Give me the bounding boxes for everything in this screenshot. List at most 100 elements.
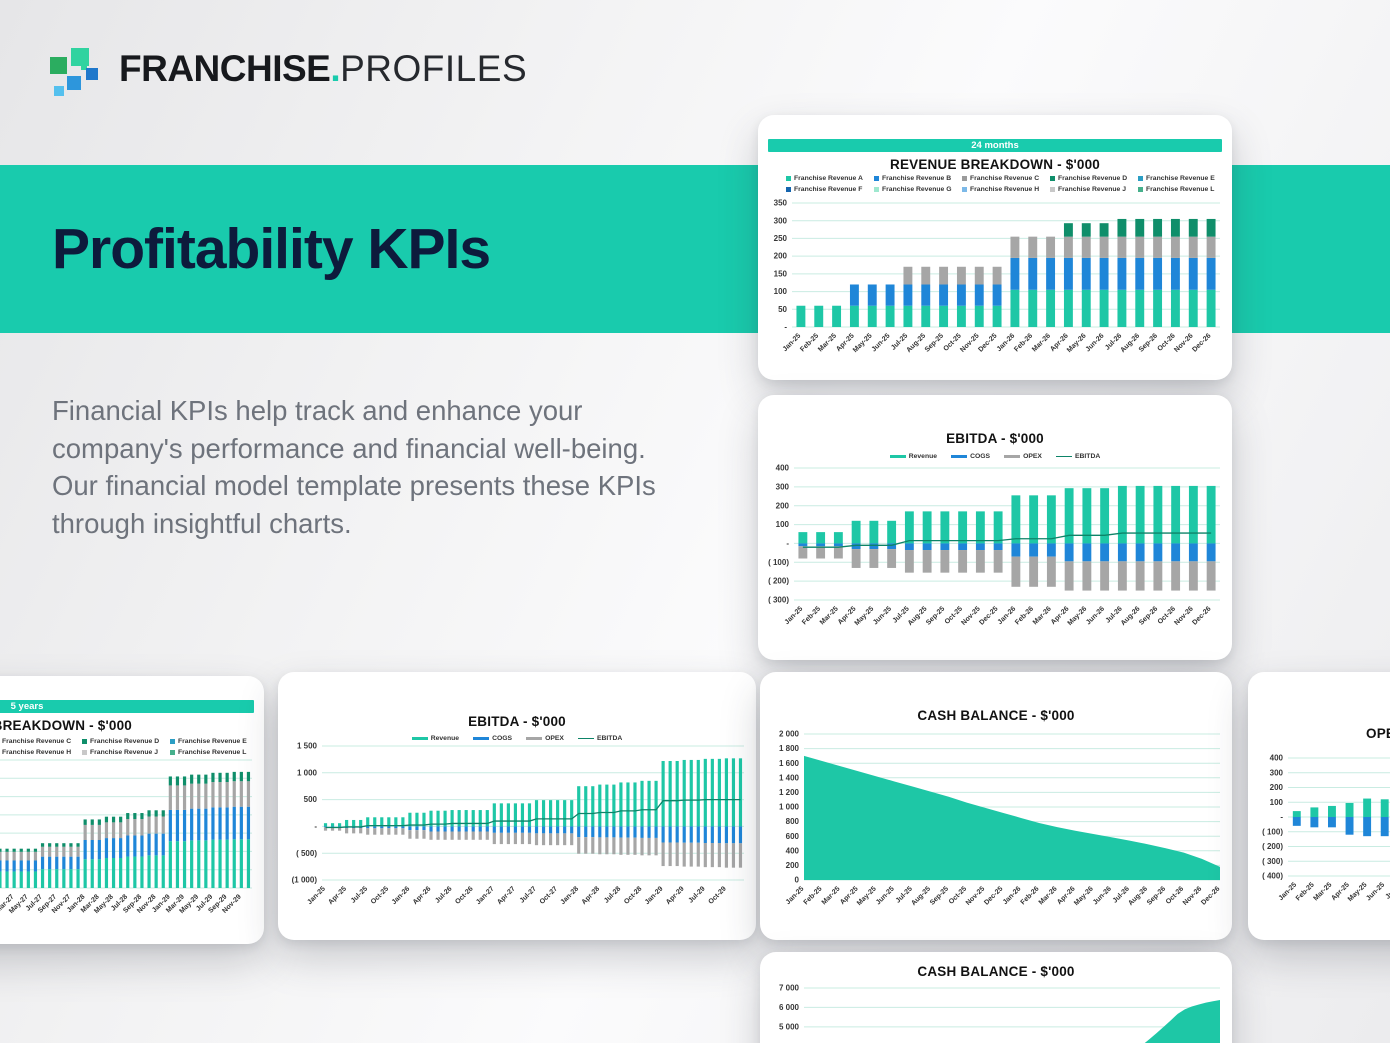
svg-text:300: 300: [1270, 768, 1284, 777]
intro-line: Financial KPIs help track and enhance yo…: [52, 395, 583, 426]
svg-text:Oct-29: Oct-29: [707, 885, 727, 905]
svg-text:( 300): ( 300): [1262, 857, 1283, 866]
chart-title: REVENUE BREAKDOWN - $'000: [890, 157, 1100, 172]
brand-name-bold: FRANCHISE: [119, 48, 331, 89]
legend-item: COGS: [951, 453, 990, 460]
svg-text:( 200): ( 200): [1262, 842, 1283, 851]
svg-text:May-26: May-26: [1066, 332, 1088, 354]
svg-text:0: 0: [795, 876, 800, 885]
legend-swatch-icon: [1050, 176, 1055, 181]
period-badge: 24 months: [768, 139, 1222, 152]
svg-text:400: 400: [776, 464, 790, 473]
legend-item: EBITDA: [577, 735, 622, 742]
brand-name: FRANCHISE.PROFILES: [119, 48, 527, 90]
intro-line: through insightful charts.: [52, 507, 352, 539]
card-operating-partial: OPE 400 300 200 100 - ( 100) ( 200) ( 300) ( 400…: [1248, 672, 1390, 940]
svg-text:Jul-27: Jul-27: [519, 885, 538, 904]
svg-text:Dec-25: Dec-25: [977, 332, 998, 353]
svg-text:1 200: 1 200: [779, 788, 800, 797]
chart-plot: 2 000 1 800 1 600 1 400 1 200 1 000 800 600 400 2…: [760, 672, 1232, 940]
legend-swatch-icon: [1055, 455, 1072, 458]
svg-text:150: 150: [774, 269, 788, 278]
svg-text:Oct-25: Oct-25: [370, 885, 390, 905]
legend-item: Franchise Revenue C: [962, 175, 1050, 182]
svg-text:200: 200: [774, 252, 788, 261]
svg-text:Mar-25: Mar-25: [1312, 881, 1333, 902]
svg-text:Sep-26: Sep-26: [1146, 885, 1167, 906]
svg-text:( 400): ( 400): [1262, 872, 1283, 881]
card-cash-balance-5y: CASH BALANCE - $'000 7 000 6 000 5 000 4 00…: [760, 952, 1232, 1043]
logo-square-teal-small: [81, 64, 87, 70]
svg-text:Sep-26: Sep-26: [1138, 332, 1159, 353]
svg-text:200: 200: [776, 501, 790, 510]
svg-text:Nov-26: Nov-26: [1173, 605, 1195, 627]
chart-legend: Revenue COGS OPEX EBITDA: [758, 453, 1232, 460]
svg-text:-: -: [314, 822, 317, 831]
svg-text:Jan-26: Jan-26: [1002, 885, 1023, 906]
svg-text:Jul-26: Jul-26: [434, 885, 453, 904]
chart-title: REVENUE BREAKDOWN - $'000: [0, 718, 132, 733]
svg-text:Nov-25: Nov-25: [959, 332, 981, 354]
legend-swatch-icon: [874, 176, 879, 181]
svg-text:( 200): ( 200): [768, 577, 789, 586]
svg-text:1 000: 1 000: [779, 803, 800, 812]
svg-text:Jan-26: Jan-26: [997, 605, 1018, 626]
svg-text:Apr-27: Apr-27: [496, 885, 517, 906]
svg-text:Jun-26: Jun-26: [1085, 332, 1106, 353]
svg-text:Jul-25: Jul-25: [1384, 881, 1390, 900]
svg-text:Sep-25: Sep-25: [924, 332, 945, 353]
logo-square-blue-light: [54, 86, 64, 96]
period-badge-label: 24 months: [971, 140, 1019, 151]
legend-item: Franchise Revenue J: [82, 749, 170, 756]
svg-text:Nov-26: Nov-26: [1182, 885, 1204, 907]
svg-text:Mar-26: Mar-26: [1038, 885, 1059, 906]
svg-text:100: 100: [1270, 798, 1284, 807]
svg-text:Oct-28: Oct-28: [623, 885, 643, 905]
svg-text:Jun-26: Jun-26: [1085, 605, 1106, 626]
svg-text:(1 000): (1 000): [292, 876, 318, 885]
svg-text:Nov-25: Nov-25: [960, 605, 982, 627]
legend-item: OPEX: [1004, 453, 1042, 460]
period-badge-label: 5 years: [10, 701, 44, 712]
svg-text:6 000: 6 000: [779, 1003, 800, 1012]
svg-text:Jun-25: Jun-25: [872, 605, 893, 626]
svg-text:Dec-26: Dec-26: [1191, 605, 1212, 626]
svg-text:Feb-26: Feb-26: [1013, 332, 1034, 353]
logo-square-blue-dark: [86, 68, 98, 80]
legend-swatch-icon: [577, 737, 594, 740]
chart-title: EBITDA - $'000: [468, 714, 566, 729]
legend-item: Franchise Revenue L: [170, 749, 258, 756]
card-ebitda-24m: EBITDA - $'000 Revenue COGS OPEX EBITDA 400…: [758, 395, 1232, 660]
card-ebitda-5y: EBITDA - $'000 Revenue COGS OPEX EBITDA 1 5…: [278, 672, 756, 940]
intro-line: Our financial model template presents th…: [52, 470, 656, 501]
svg-text:Feb-25: Feb-25: [1295, 881, 1316, 902]
svg-text:Jun-25: Jun-25: [871, 332, 892, 353]
svg-text:Jan-25: Jan-25: [784, 605, 805, 626]
svg-text:( 100): ( 100): [768, 558, 789, 567]
svg-text:Jan-25: Jan-25: [782, 332, 803, 353]
chart-title: CASH BALANCE - $'000: [917, 708, 1075, 723]
svg-text:Nov-26: Nov-26: [1173, 332, 1195, 354]
brand-logo-icon: [50, 46, 102, 100]
chart-title: CASH BALANCE - $'000: [917, 964, 1075, 979]
svg-text:May-25: May-25: [852, 332, 874, 354]
svg-text:May-26: May-26: [1073, 885, 1095, 907]
chart-plot: 400 300 200 100-( 100)( 200)( 300)( 400) Jan…: [1248, 672, 1390, 940]
svg-text:Sep-25: Sep-25: [925, 605, 946, 626]
legend-item: OPEX: [526, 735, 564, 742]
svg-text:Aug-25: Aug-25: [905, 332, 927, 354]
legend-item: Franchise Revenue F: [786, 186, 874, 193]
svg-text:Feb-26: Feb-26: [1014, 605, 1035, 626]
legend-swatch-icon: [889, 454, 906, 459]
svg-text:May-26: May-26: [1067, 605, 1089, 627]
logo-square-teal: [71, 48, 89, 66]
svg-text:Oct-27: Oct-27: [539, 885, 559, 905]
svg-text:Jan-26: Jan-26: [391, 885, 412, 906]
legend-swatch-icon: [473, 736, 490, 741]
svg-text:100: 100: [774, 287, 788, 296]
legend-item: Franchise Revenue G: [874, 186, 962, 193]
svg-text:Jan-25: Jan-25: [306, 885, 327, 906]
